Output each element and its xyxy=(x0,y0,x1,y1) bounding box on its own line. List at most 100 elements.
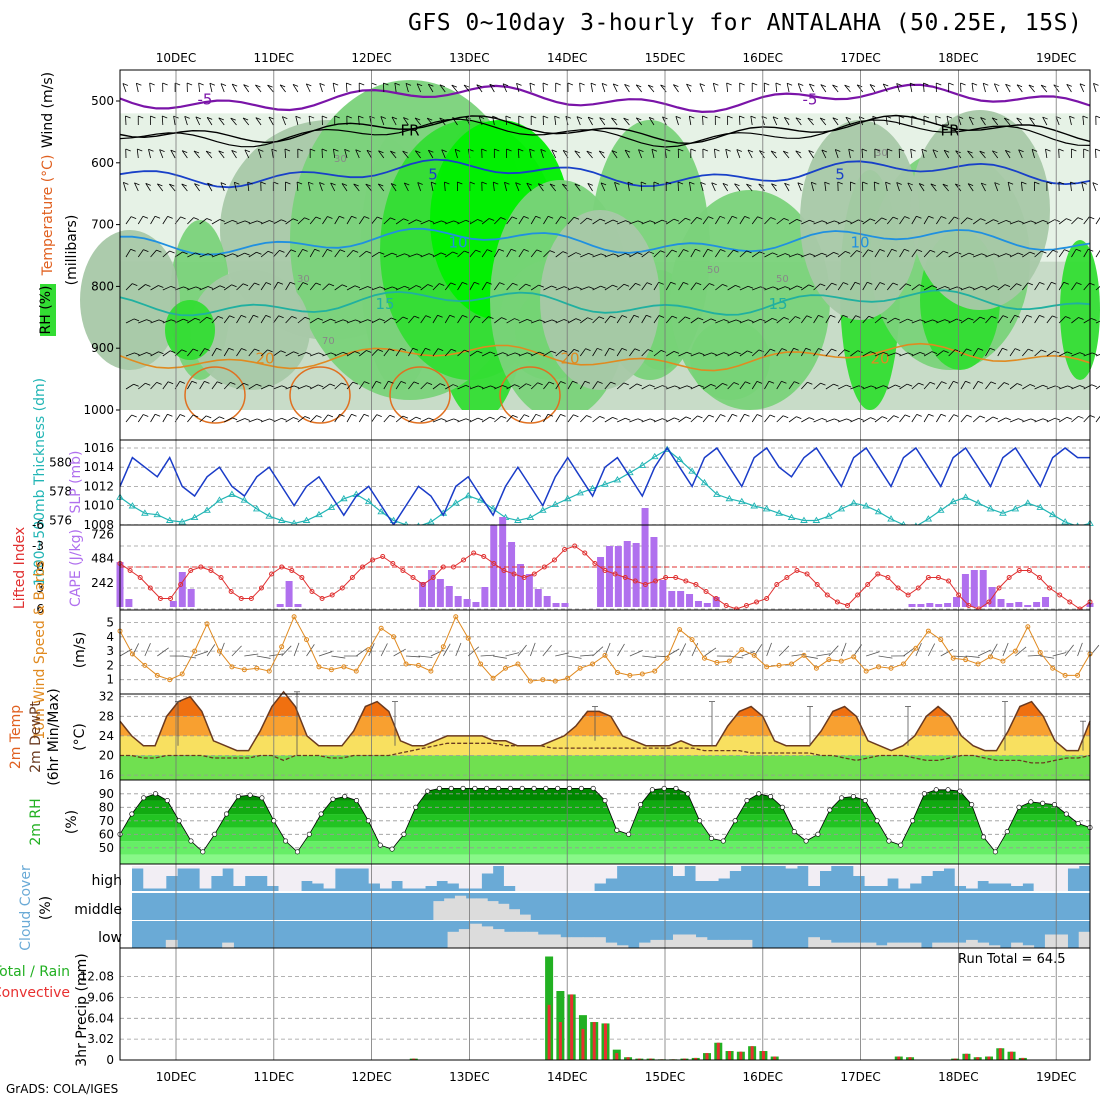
wind-barb xyxy=(445,384,454,390)
wind-barb xyxy=(911,382,919,390)
wind-barb xyxy=(267,349,273,353)
rh-marker xyxy=(555,785,561,791)
wind-barb xyxy=(795,316,801,319)
wind-barb xyxy=(554,116,557,126)
wind-barb xyxy=(997,348,1003,357)
wind-barb xyxy=(874,217,882,225)
wind-barb xyxy=(465,116,471,120)
wind-barb xyxy=(518,319,528,324)
wind-barb xyxy=(715,383,723,390)
wind-barb xyxy=(844,349,850,353)
wind10-barb xyxy=(778,645,790,657)
wind-barb xyxy=(560,413,566,417)
wind-barb xyxy=(899,148,905,152)
wind-barb xyxy=(543,250,551,258)
wind-barb xyxy=(1005,417,1011,421)
cloud-cell xyxy=(549,866,561,891)
wind-barb xyxy=(1034,384,1043,390)
wind-barb xyxy=(1009,252,1019,258)
wind-barb xyxy=(537,382,543,386)
wind-barb xyxy=(714,149,716,159)
lifted-index-marker xyxy=(703,589,709,594)
wind-barb xyxy=(296,181,303,185)
wind-barb xyxy=(702,318,712,324)
cloud-cell xyxy=(661,939,674,948)
wind-barb xyxy=(125,115,131,119)
cape-bar xyxy=(454,596,462,607)
wind-barb xyxy=(352,381,359,385)
thickness-marker xyxy=(974,499,982,506)
cloud-cell xyxy=(368,866,381,884)
wind-barb xyxy=(696,282,702,286)
wind-barb xyxy=(1079,83,1086,87)
thickness-marker xyxy=(315,510,323,518)
wind-barb xyxy=(555,319,565,324)
cape-bar xyxy=(597,557,605,607)
wind10-marker xyxy=(503,665,509,671)
wind-barb xyxy=(345,82,348,93)
wind10-marker xyxy=(888,665,894,671)
wind-barb xyxy=(801,382,808,390)
wind-barb xyxy=(195,116,201,126)
contour-label: 5 xyxy=(835,165,845,183)
wind-barb xyxy=(784,182,790,186)
wind10-barb xyxy=(144,643,151,657)
wind-barb xyxy=(1071,352,1080,357)
wind-barb xyxy=(211,285,221,291)
wind10-marker xyxy=(1050,665,1056,671)
wind-barb xyxy=(344,148,350,152)
wind-barb xyxy=(1022,282,1029,291)
wind-barb xyxy=(494,385,503,390)
thickness-marker xyxy=(601,480,609,487)
wind-barb xyxy=(414,315,420,319)
cape-bar xyxy=(605,546,613,607)
wind10-marker xyxy=(801,652,807,658)
wind-barb xyxy=(248,282,255,291)
wind-barb xyxy=(377,183,385,192)
wind-barb xyxy=(253,314,259,318)
cape-bar xyxy=(1015,602,1023,607)
wind-barb xyxy=(597,347,603,351)
warm-contour xyxy=(499,366,561,424)
wind-barb xyxy=(207,182,213,186)
wind-barb xyxy=(895,352,901,356)
wind-barb xyxy=(685,416,692,420)
wind-barb xyxy=(1058,282,1065,291)
wind-barb xyxy=(469,219,478,225)
pressure-tick-label: 1000 xyxy=(83,403,114,417)
wind-barb xyxy=(518,115,524,119)
wind-barb xyxy=(874,282,881,291)
wind-barb xyxy=(242,117,249,121)
wind-barb xyxy=(506,282,513,291)
wind-barb xyxy=(150,216,156,225)
wind10-marker xyxy=(552,678,558,684)
wind-barb xyxy=(573,216,580,220)
wind-barb xyxy=(218,150,224,154)
wind-barb xyxy=(674,417,680,421)
wind10-marker xyxy=(876,664,882,670)
temp-tick-label: 24 xyxy=(99,729,114,743)
wind-barb xyxy=(317,317,323,321)
wind-barb xyxy=(334,115,340,119)
wind-barb xyxy=(130,216,137,219)
wind10-barb xyxy=(642,655,657,659)
wind10-barb xyxy=(791,653,806,657)
precip-axis-label: 3hr Precip (mm) xyxy=(74,953,90,1066)
wind-barb xyxy=(715,319,724,324)
wind-barb xyxy=(586,415,592,418)
wind-barb xyxy=(228,347,234,351)
rh-marker xyxy=(815,831,821,837)
wind-barb xyxy=(1034,181,1040,185)
wind-barb xyxy=(910,148,916,152)
wind-barb xyxy=(296,182,299,192)
wind-barb xyxy=(911,414,918,423)
cloud-cell xyxy=(672,866,685,876)
wind-barb xyxy=(756,414,763,417)
contour-label: 10 xyxy=(448,233,467,251)
wind-barb xyxy=(260,418,270,423)
wind-barb xyxy=(600,285,606,289)
wind-barb xyxy=(735,319,742,323)
wind-barb xyxy=(464,349,470,353)
cloud-cell xyxy=(1056,866,1068,891)
wind-barb xyxy=(850,181,856,185)
